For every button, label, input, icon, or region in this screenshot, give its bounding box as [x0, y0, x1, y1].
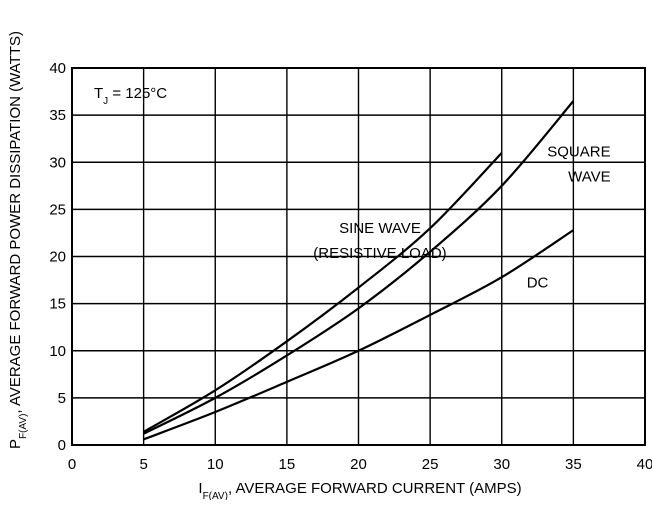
y-tick-label: 20	[49, 249, 66, 266]
y-tick-label: 30	[49, 154, 66, 171]
series-line-square-wave	[143, 100, 575, 435]
tick-labels: 0 5 10 15 20 25 30 35 40 0 5 10 15 20 25 30 35 40	[49, 60, 652, 473]
x-tick-label: 30	[493, 456, 510, 473]
y-tick-label: 40	[49, 60, 66, 77]
y-tick-label: 0	[58, 437, 66, 454]
annotations: SINE WAVE (RESISTIVE LOAD) SQUARE WAVE DC	[313, 144, 610, 292]
series-line-sine-wave-resistive-load	[143, 152, 503, 433]
series-lines	[143, 100, 575, 441]
y-tick-label: 15	[49, 296, 66, 313]
x-axis-label: IF(AV), AVERAGE FORWARD CURRENT (AMPS)	[198, 480, 521, 500]
x-tick-label: 10	[207, 456, 224, 473]
y-tick-label: 10	[49, 343, 66, 360]
series-annotation: (RESISTIVE LOAD)	[313, 245, 446, 262]
condition-text: TJ = 125°C	[94, 85, 167, 107]
series-line-dc	[143, 229, 574, 441]
x-tick-label: 15	[279, 456, 296, 473]
series-annotation: WAVE	[568, 169, 611, 186]
x-tick-label: 20	[350, 456, 367, 473]
x-tick-label: 0	[68, 456, 76, 473]
y-tick-label: 5	[58, 390, 66, 407]
x-tick-label: 40	[637, 456, 652, 473]
series-annotation: SINE WAVE	[339, 220, 421, 237]
grid	[72, 68, 645, 445]
y-tick-label: 35	[49, 107, 66, 124]
series-annotation: DC	[527, 275, 549, 292]
plot-frame	[71, 67, 646, 446]
series-annotation: SQUARE	[547, 144, 610, 161]
x-tick-label: 35	[565, 456, 582, 473]
condition-label: TJ = 125°C	[94, 85, 167, 107]
x-tick-label: 5	[139, 456, 147, 473]
x-tick-label: 25	[422, 456, 439, 473]
y-axis-label: PF(AV), AVERAGE FORWARD POWER DISSIPATIO…	[7, 31, 29, 449]
y-tick-label: 25	[49, 201, 66, 218]
